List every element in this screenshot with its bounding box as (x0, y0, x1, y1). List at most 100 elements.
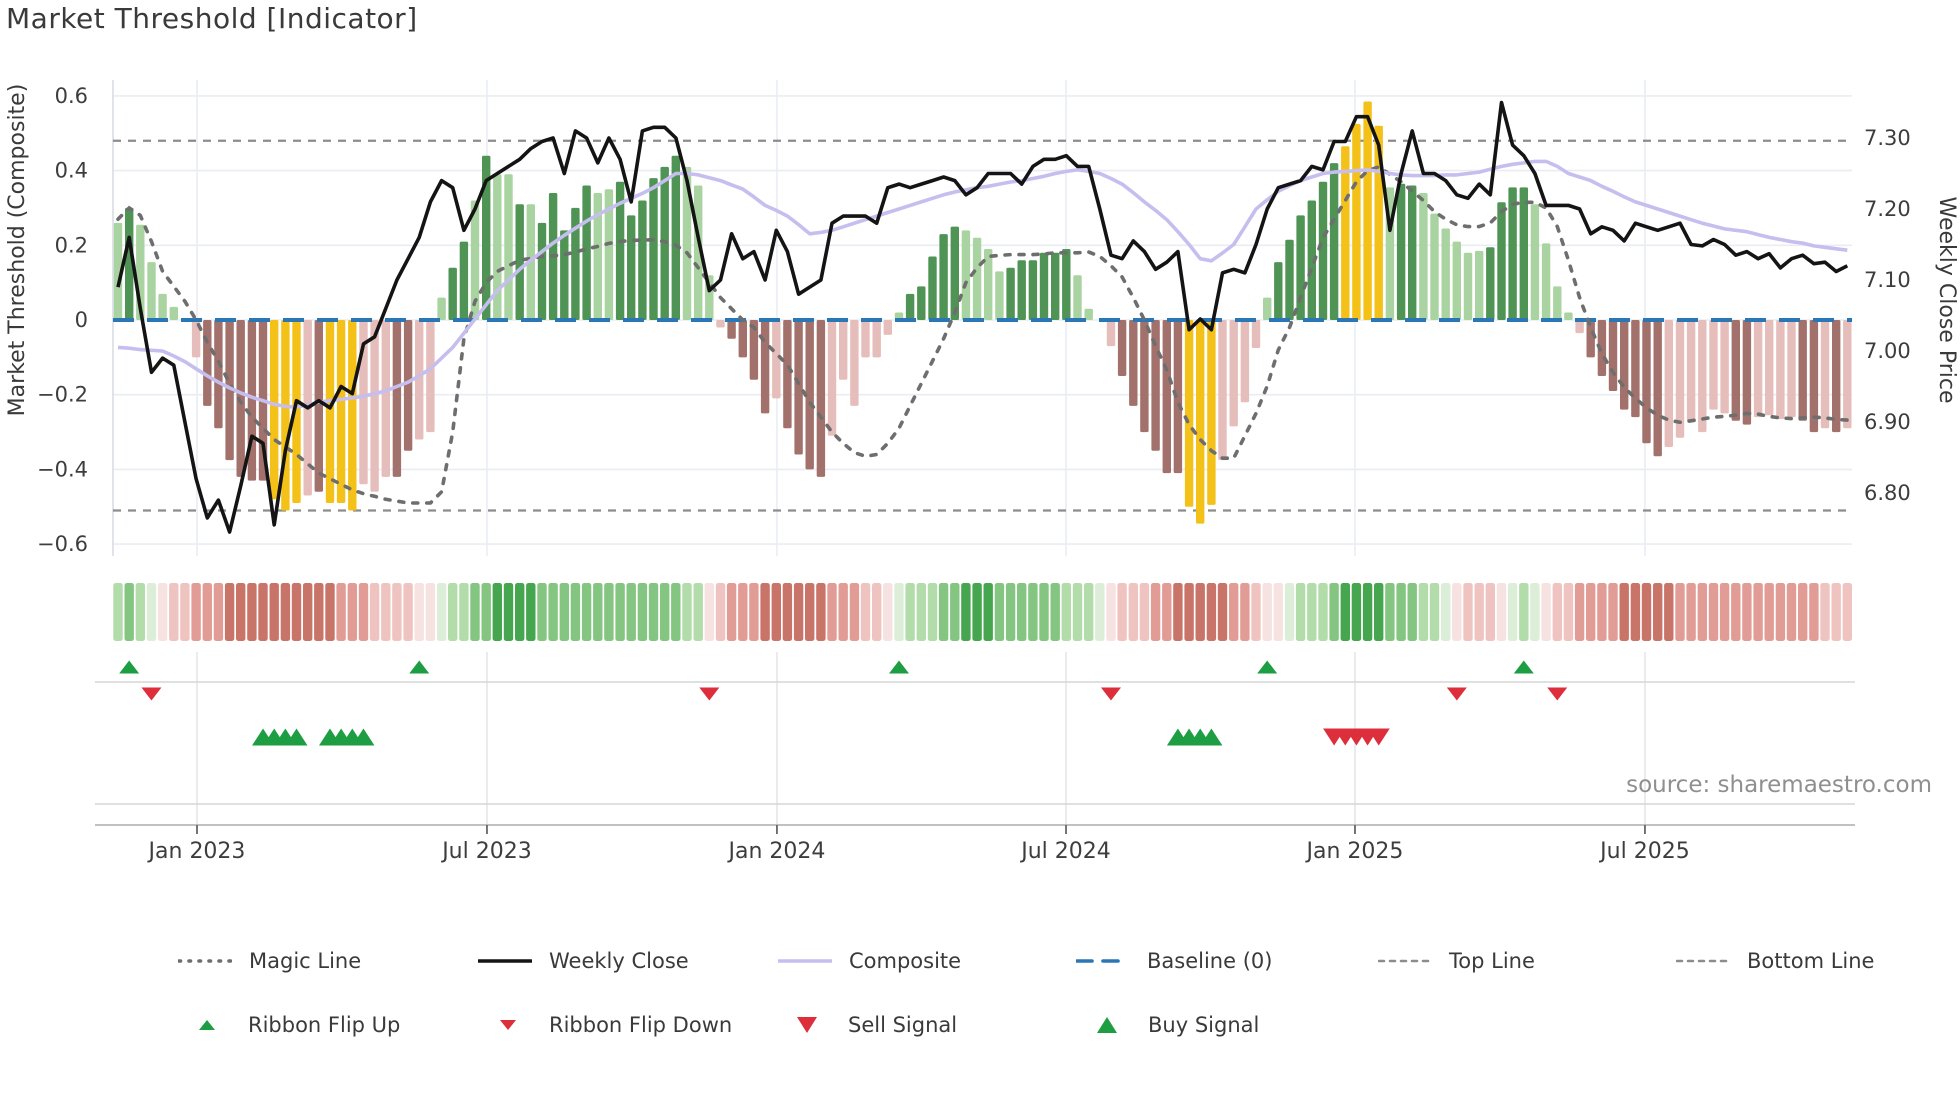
ribbon-cell (1284, 583, 1295, 641)
ribbon-cell (369, 583, 380, 641)
bar (1631, 320, 1640, 418)
bar (1843, 320, 1852, 429)
ribbon-cell (169, 583, 179, 641)
bar (381, 320, 390, 477)
ribbon-cell (1061, 583, 1071, 641)
bar (1039, 252, 1049, 320)
ribbon-cell (113, 583, 123, 641)
bar (203, 320, 212, 406)
ribbon-cell (1452, 583, 1462, 641)
bar (1709, 320, 1718, 410)
ribbon-cell (1329, 583, 1339, 641)
ribbon-cell (1653, 583, 1663, 641)
ribbon-flip-up-markers (119, 660, 1534, 674)
bar (1062, 249, 1071, 320)
bar (1051, 252, 1060, 320)
bar (1664, 320, 1673, 447)
bar (1686, 320, 1696, 421)
ribbon-cell (626, 583, 636, 641)
ribbon-cell (448, 583, 458, 641)
bar (1140, 320, 1149, 433)
left-axis-title: Market Threshold (Composite) (5, 84, 30, 417)
bar (593, 193, 602, 320)
ribbon-cell (1217, 583, 1228, 641)
ribbon-cell (604, 583, 614, 641)
bar (1408, 185, 1417, 320)
ribbon-cell (570, 583, 581, 641)
ribbon-cell (950, 583, 960, 641)
ribbon-cell (1574, 583, 1585, 641)
ribbon-cell (1307, 583, 1317, 641)
bar (459, 241, 469, 320)
ribbon-cell (381, 583, 391, 641)
ribbon-cell (860, 583, 871, 641)
bar (214, 320, 223, 429)
bar (961, 230, 971, 320)
ribbon-cell (202, 583, 212, 641)
svg-text:7.30: 7.30 (1864, 126, 1911, 150)
left-axis-ticks: 0.6 0.4 0.2 0 −0.2 −0.4 −0.6 (37, 84, 88, 556)
bar (1776, 320, 1785, 419)
ribbon-cell (1240, 583, 1250, 641)
bar (1274, 262, 1283, 320)
ribbon-cell (303, 583, 313, 641)
ribbon-cell (224, 583, 235, 641)
svg-text:Jul 2024: Jul 2024 (1019, 839, 1111, 864)
ribbon-cell (1229, 583, 1239, 641)
bar (861, 320, 870, 358)
bar (794, 320, 803, 455)
bar (727, 320, 736, 339)
ribbon-cell (983, 583, 993, 641)
ribbon-cell (1474, 583, 1484, 641)
ribbon-cell (1507, 583, 1518, 641)
bar (1006, 267, 1015, 320)
bar (113, 222, 123, 320)
bar (437, 297, 446, 320)
bar (772, 320, 781, 399)
ribbon-cell (1150, 583, 1161, 641)
ribbon-cell (1005, 583, 1016, 641)
weekly-close-line (116, 100, 1849, 534)
ribbon-cell (1664, 583, 1674, 641)
ribbon-cell (392, 583, 402, 641)
ribbon-cell (1362, 583, 1373, 641)
ribbon-cell (1117, 583, 1127, 641)
svg-text:−0.4: −0.4 (37, 457, 88, 481)
bar (1318, 181, 1328, 320)
bar (1720, 320, 1729, 414)
ribbon-cell (1106, 583, 1116, 641)
bar (1832, 320, 1841, 433)
bar (1173, 320, 1183, 474)
ribbon-cell (682, 583, 692, 641)
ribbon-cell (1084, 583, 1094, 641)
ribbon-cell (916, 583, 926, 641)
bar (1798, 320, 1807, 421)
ribbon-cell (749, 583, 759, 641)
bar (403, 320, 413, 451)
ribbon-cell (403, 583, 413, 641)
bar (1586, 320, 1595, 358)
bar (1441, 228, 1450, 320)
bar (1731, 320, 1740, 421)
bar (426, 320, 435, 433)
bar (738, 320, 747, 358)
bar (1575, 320, 1584, 334)
ribbon-cell (325, 583, 335, 641)
ribbon-cell (124, 583, 134, 641)
x-axis: Jan 2023 Jul 2023 Jan 2024 Jul 2024 Jan 2025… (147, 825, 1690, 864)
ribbon-cell (1619, 583, 1629, 641)
bar (1675, 320, 1685, 438)
bar (984, 249, 993, 320)
ribbon-cell (1050, 583, 1060, 641)
bar (236, 320, 245, 477)
composite-line (117, 159, 1848, 409)
ribbon-cell (1764, 583, 1774, 641)
ribbon-cell (1095, 583, 1105, 641)
ribbon-cell (1708, 583, 1719, 641)
bar (1608, 320, 1618, 391)
ribbon-cell (704, 583, 714, 641)
ribbon-cell (1842, 583, 1852, 641)
ribbon-cell (1139, 583, 1150, 641)
bar (537, 222, 547, 320)
right-axis-ticks: 7.30 7.20 7.10 7.00 6.90 6.80 (1864, 126, 1911, 505)
